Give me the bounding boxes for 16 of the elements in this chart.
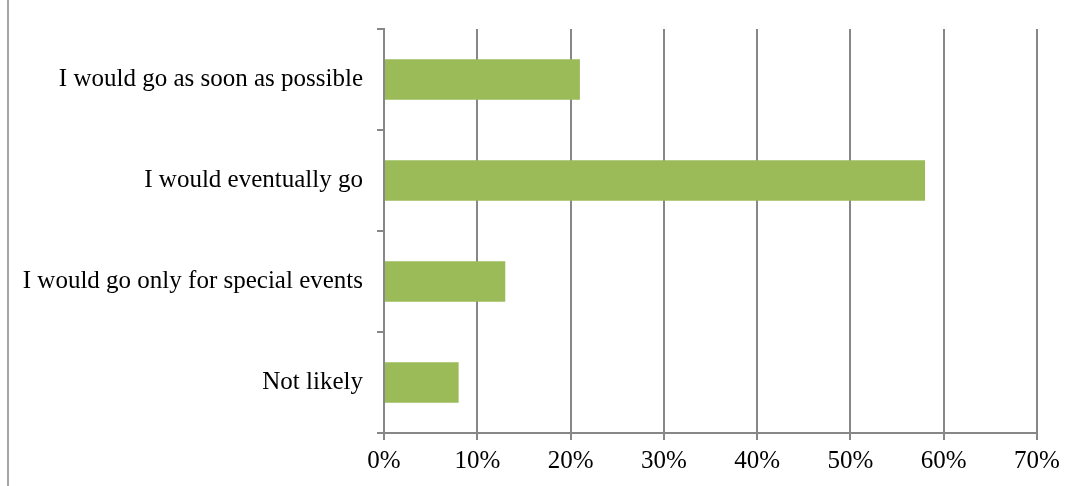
bar bbox=[385, 59, 580, 100]
x-tick-label: 40% bbox=[734, 445, 781, 473]
x-tick-label: 60% bbox=[920, 445, 967, 473]
x-tick-label: 70% bbox=[1014, 445, 1060, 473]
bar bbox=[385, 160, 926, 201]
y-tick-label: Not likely bbox=[262, 367, 364, 395]
x-tick-label: 20% bbox=[547, 445, 594, 473]
y-tick-label: I would go only for special events bbox=[22, 266, 363, 294]
bar bbox=[385, 362, 459, 403]
y-tick-label: I would go as soon as possible bbox=[58, 64, 363, 92]
x-tick-label: 0% bbox=[367, 445, 401, 473]
x-tick-label: 10% bbox=[454, 445, 501, 473]
x-tick-label: 30% bbox=[640, 445, 687, 473]
bar bbox=[385, 261, 506, 302]
y-tick-label: I would eventually go bbox=[144, 165, 363, 193]
x-tick-label: 50% bbox=[827, 445, 874, 473]
